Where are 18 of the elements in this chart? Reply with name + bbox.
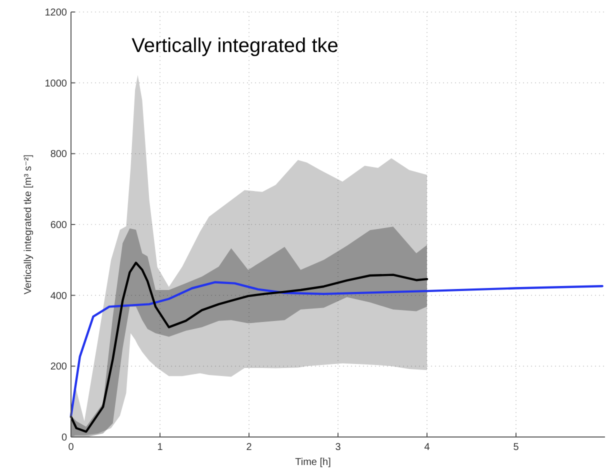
x-tick-label: 2	[246, 442, 252, 453]
y-tick-label: 400	[50, 290, 68, 302]
x-tick-label: 3	[335, 442, 342, 453]
y-tick-label: 800	[50, 149, 68, 160]
x-tick-label: 4	[424, 442, 430, 453]
y-tick-label: 600	[50, 220, 68, 231]
y-tick-label: 200	[50, 362, 68, 373]
y-tick-label: 0	[61, 432, 68, 444]
y-tick-label: 1000	[44, 78, 68, 90]
line-series	[70, 281, 604, 417]
x-axis-title: Time [h]	[295, 457, 332, 468]
y-tick-label: 1200	[44, 8, 68, 18]
x-tick-label: 5	[513, 442, 520, 453]
x-tick-label: 0	[68, 442, 74, 453]
y-axis-title: Vertically integrated tke [m³ s⁻²]	[23, 154, 34, 294]
text: Vertically integrated tke	[132, 35, 338, 57]
x-tick-label: 1	[157, 442, 164, 453]
line-series	[70, 262, 428, 433]
